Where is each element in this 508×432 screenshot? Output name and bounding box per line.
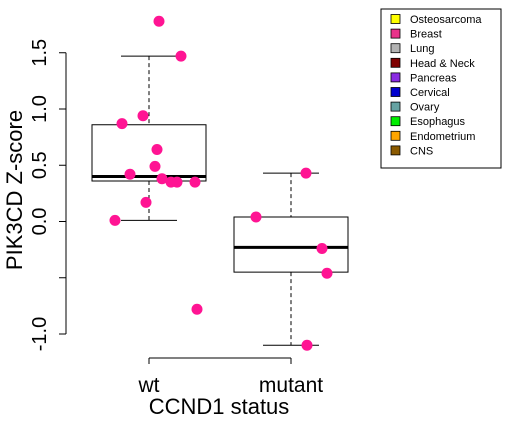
legend-label: Pancreas [410, 72, 457, 84]
legend-item: Head & Neck [390, 57, 475, 70]
legend: Osteosarcoma Breast Lung Head & Neck Pancrea… [380, 8, 502, 169]
legend-label: Cervical [410, 87, 450, 99]
legend-box [380, 8, 502, 169]
y-tick-label: 1.0 [29, 95, 51, 123]
legend-item: Lung [390, 43, 434, 55]
legend-label: Osteosarcoma [410, 14, 482, 26]
data-point [300, 167, 312, 179]
y-tick-label: 0.0 [29, 208, 51, 236]
y-tick-label: 1.5 [29, 39, 51, 67]
legend-swatch [390, 57, 401, 68]
data-point [151, 144, 163, 155]
box-wt [91, 55, 207, 221]
x-axis: wt mutant [138, 357, 323, 397]
data-point [175, 50, 187, 62]
legend-item: Osteosarcoma [390, 14, 482, 26]
data-point [321, 267, 333, 279]
legend-swatch [390, 101, 401, 112]
data-point [316, 243, 328, 254]
x-axis-label: CCND1 status [149, 394, 290, 419]
legend-swatch [390, 116, 401, 127]
data-point [149, 160, 161, 172]
data-point [171, 176, 183, 188]
legend-item: Ovary [390, 101, 440, 114]
data-point [250, 211, 262, 223]
legend-item: Endometrium [390, 130, 475, 143]
data-points [109, 15, 333, 351]
legend-swatch [390, 87, 401, 97]
legend-label: Lung [410, 43, 434, 55]
box-mutant [233, 172, 349, 346]
data-point [124, 168, 136, 180]
box-iqr [233, 216, 349, 273]
data-point [137, 110, 149, 122]
box-iqr [91, 124, 207, 182]
legend-item: Pancreas [390, 72, 457, 84]
boxes [91, 55, 349, 346]
legend-item: Cervical [390, 87, 450, 99]
legend-label: Head & Neck [410, 58, 475, 70]
data-point [109, 214, 121, 226]
legend-label: Ovary [410, 102, 440, 114]
x-tick-label: mutant [259, 374, 323, 397]
y-tick-label: -1.0 [29, 317, 51, 351]
legend-swatch [390, 72, 401, 83]
legend-item: Esophagus [390, 116, 466, 128]
y-tick-label: 0.5 [29, 151, 51, 179]
legend-item: Breast [390, 28, 442, 41]
legend-item: CNS [390, 145, 433, 157]
legend-swatch [390, 28, 401, 39]
data-point [153, 15, 165, 27]
y-axis-label: PIK3CD Z-score [2, 110, 27, 270]
data-point [301, 339, 313, 351]
data-point [116, 118, 128, 130]
legend-swatch [390, 14, 401, 24]
data-point [189, 176, 201, 188]
data-point [140, 196, 152, 208]
y-axis: -1.0 0.0 0.5 1.0 1.5 [29, 39, 67, 351]
legend-label: Breast [410, 29, 442, 41]
x-tick-label: wt [138, 374, 160, 397]
data-point [191, 303, 203, 315]
data-point [156, 173, 168, 185]
legend-swatch [390, 145, 401, 156]
legend-label: Endometrium [410, 131, 475, 143]
legend-swatch [390, 130, 401, 141]
legend-swatch [390, 43, 401, 54]
legend-label: CNS [410, 145, 433, 157]
legend-label: Esophagus [410, 116, 466, 128]
